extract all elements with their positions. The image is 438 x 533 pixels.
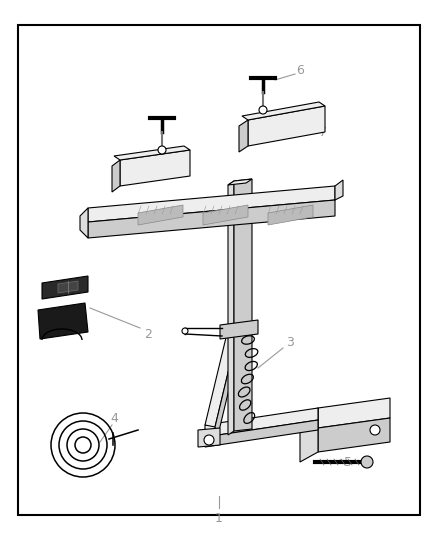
Polygon shape — [38, 303, 88, 339]
Text: 3: 3 — [286, 335, 294, 349]
Polygon shape — [58, 281, 78, 293]
Circle shape — [204, 435, 214, 445]
Polygon shape — [205, 408, 318, 437]
Polygon shape — [220, 320, 258, 339]
Polygon shape — [335, 180, 343, 200]
Polygon shape — [239, 120, 248, 152]
Circle shape — [361, 456, 373, 468]
Polygon shape — [198, 428, 220, 447]
Polygon shape — [318, 418, 390, 452]
Polygon shape — [88, 186, 335, 222]
Polygon shape — [138, 205, 183, 225]
Polygon shape — [203, 205, 248, 225]
Polygon shape — [242, 102, 325, 120]
Circle shape — [259, 106, 267, 114]
FancyBboxPatch shape — [18, 25, 420, 515]
Polygon shape — [205, 420, 318, 447]
Polygon shape — [112, 160, 120, 192]
Polygon shape — [205, 300, 245, 427]
Polygon shape — [248, 106, 325, 146]
Text: 4: 4 — [110, 411, 118, 424]
Polygon shape — [268, 205, 313, 225]
Polygon shape — [318, 398, 390, 428]
Text: 2: 2 — [144, 328, 152, 342]
Polygon shape — [228, 179, 252, 185]
Polygon shape — [80, 208, 88, 238]
Text: 5: 5 — [344, 456, 352, 469]
Polygon shape — [234, 179, 252, 431]
Polygon shape — [42, 276, 88, 299]
Circle shape — [182, 328, 188, 334]
Circle shape — [158, 146, 166, 154]
Polygon shape — [88, 200, 335, 238]
Polygon shape — [300, 408, 318, 462]
Text: 6: 6 — [296, 63, 304, 77]
Text: 7: 7 — [319, 126, 327, 140]
Polygon shape — [228, 181, 234, 435]
Circle shape — [370, 425, 380, 435]
Polygon shape — [114, 146, 190, 160]
Polygon shape — [120, 150, 190, 186]
Text: 1: 1 — [215, 512, 223, 524]
Polygon shape — [215, 302, 248, 435]
